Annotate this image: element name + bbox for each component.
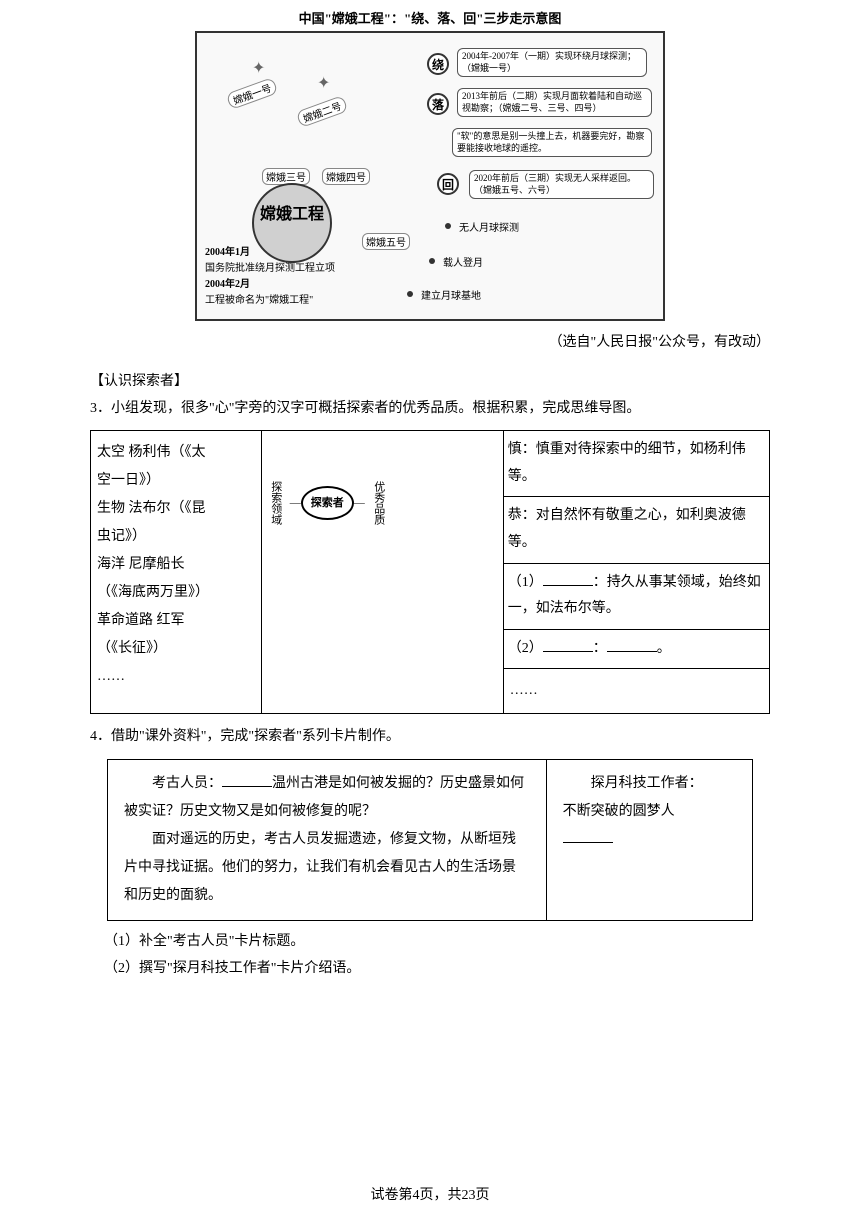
blank-field[interactable]: [607, 638, 657, 652]
mm-r3: （1）：持久从事某领域，始终如一，如法布尔等。: [504, 564, 769, 630]
sub-question-1: （1）补全"考古人员"卡片标题。: [90, 929, 770, 956]
sub-question-2: （2）撰写"探月科技工作者"卡片介绍语。: [90, 956, 770, 983]
timeline-dot: [445, 223, 451, 229]
mm-l2a: 生物 法布尔（《昆: [97, 495, 255, 523]
question-3: 3．小组发现，很多"心"字旁的汉字可概括探索者的优秀品质。根据积累，完成思维导图…: [90, 396, 770, 423]
change5-label: 嫦娥五号: [362, 233, 410, 250]
mm-r5: ……: [503, 669, 769, 714]
mm-l3b: （《海底两万里》）: [97, 579, 255, 607]
change-diagram-container: 中国"嫦娥工程"："绕、落、回"三步走示意图 ✦ 嫦娥一号 ✦ 嫦娥二号 嫦娥三…: [195, 8, 665, 321]
future-unmanned: 无人月球探测: [459, 219, 519, 234]
card-left: 考古人员：温州古港是如何被发掘的？历史盛景如何被实证？历史文物又是如何被修复的呢…: [108, 759, 547, 920]
card-right: 探月科技工作者： 不断突破的圆梦人: [546, 759, 752, 920]
card-right-title: 探月科技工作者：: [563, 770, 736, 798]
timeline-dot: [429, 258, 435, 264]
blank-field[interactable]: [543, 572, 593, 586]
mm-l2b: 虫记》）: [97, 523, 255, 551]
hui-desc: 2020年前后（三期）实现无人采样返回。（嫦娥五号、六号）: [469, 170, 654, 199]
mm-r1: 慎：慎重对待探索中的细节，如杨利伟等。: [504, 431, 769, 497]
center-left-label: 探索领域: [265, 481, 287, 525]
project-badge: 嫦娥工程: [252, 183, 332, 263]
card-right-blank: [563, 826, 736, 854]
rao-desc: 2004年-2007年（一期）实现环绕月球探测；（嫦娥一号）: [457, 48, 647, 77]
future-base: 建立月球基地: [421, 287, 481, 302]
step-rao: 绕: [427, 53, 449, 75]
center-main: 探索者: [301, 486, 354, 520]
mm-l3a: 海洋 尼摩船长: [97, 551, 255, 579]
luo-desc: 2013年前后（二期）实现月面软着陆和自动巡视勘察；（嫦娥二号、三号、四号）: [457, 88, 652, 117]
mm-l1a: 太空 杨利伟（《太: [97, 439, 255, 467]
satellite-icon: ✦: [252, 58, 265, 78]
page-footer: 试卷第4页，共23页: [0, 1184, 860, 1204]
left-line1: 国务院批准绕月探测工程立项: [205, 259, 335, 274]
card-table: 考古人员：温州古港是如何被发掘的？历史盛景如何被实证？历史文物又是如何被修复的呢…: [107, 759, 753, 921]
left-date2: 2004年2月: [205, 275, 250, 290]
luo-note: "软"的意思是别一头撞上去，机器要完好，勘察要能接收地球的遥控。: [452, 128, 652, 157]
step-hui: 回: [437, 173, 459, 195]
left-line2: 工程被命名为"嫦娥工程": [205, 291, 313, 306]
mm-l4a: 革命道路 红军: [97, 607, 255, 635]
card-left-p2: 面对遥远的历史，考古人员发掘遗迹，修复文物，从断垣残片中寻找证据。他们的努力，让…: [124, 826, 530, 910]
diagram-title: 中国"嫦娥工程"："绕、落、回"三步走示意图: [195, 8, 665, 27]
mm-l5: ……: [97, 663, 255, 691]
change2-label: 嫦娥二号: [296, 95, 349, 128]
question-4: 4．借助"课外资料"，完成"探索者"系列卡片制作。: [90, 724, 770, 751]
change4-label: 嫦娥四号: [322, 168, 370, 185]
change1-label: 嫦娥一号: [226, 77, 279, 110]
mm-l1b: 空一日》）: [97, 467, 255, 495]
card-left-p1: 考古人员：温州古港是如何被发掘的？历史盛景如何被实证？历史文物又是如何被修复的呢…: [124, 770, 530, 826]
blank-field[interactable]: [222, 773, 272, 787]
recognize-header: 【认识探索者】: [90, 369, 770, 396]
timeline-dot: [407, 291, 413, 297]
mindmap-left: 太空 杨利伟（《太 空一日》） 生物 法布尔（《昆 虫记》） 海洋 尼摩船长 （…: [91, 431, 262, 714]
mindmap-right-top: 慎：慎重对待探索中的细节，如杨利伟等。 恭：对自然怀有敬重之心，如利奥波德等。 …: [503, 431, 769, 669]
future-manned: 载人登月: [443, 254, 483, 269]
center-right-label: 优秀品质: [368, 481, 390, 525]
blank-field[interactable]: [563, 829, 613, 843]
satellite-icon: ✦: [317, 73, 330, 93]
mindmap-table: 太空 杨利伟（《太 空一日》） 生物 法布尔（《昆 虫记》） 海洋 尼摩船长 （…: [90, 430, 770, 714]
step-luo: 落: [427, 93, 449, 115]
blank-field[interactable]: [543, 638, 593, 652]
mm-r4: （2）：。: [504, 630, 769, 669]
mm-l4b: （《长征》）: [97, 635, 255, 663]
card-right-content: 不断突破的圆梦人: [563, 798, 736, 826]
change-diagram: ✦ 嫦娥一号 ✦ 嫦娥二号 嫦娥三号 嫦娥四号 嫦娥五号 嫦娥工程 2004年1…: [195, 31, 665, 321]
mm-r2: 恭：对自然怀有敬重之心，如利奥波德等。: [504, 497, 769, 563]
diagram-source: （选自"人民日报"公众号，有改动）: [90, 331, 770, 351]
left-date1: 2004年1月: [205, 243, 250, 258]
mindmap-center: 探索领域 — 探索者 — 优秀品质: [261, 431, 503, 714]
